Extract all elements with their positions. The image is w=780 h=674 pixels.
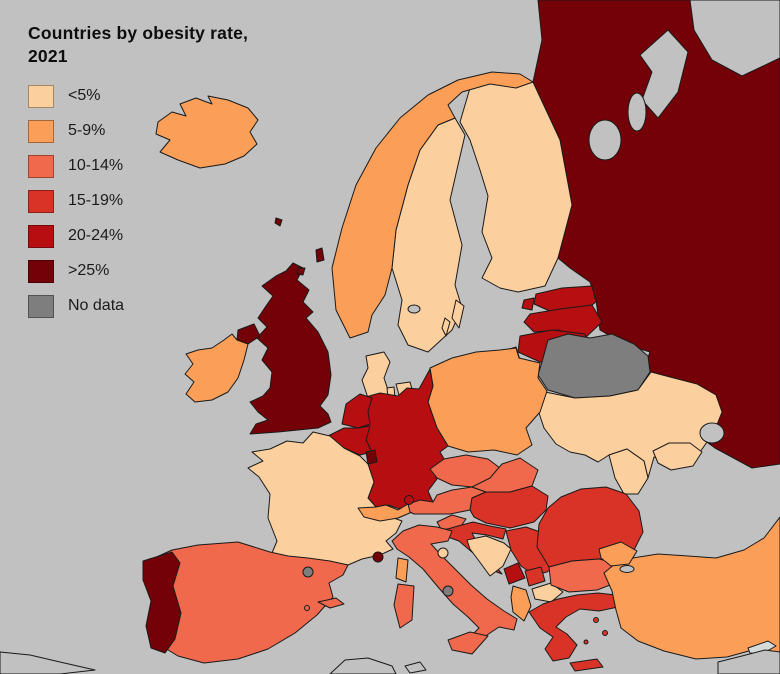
island-sicily [447, 631, 489, 655]
legend-swatch-nodata [28, 294, 54, 318]
country-north-macedonia [531, 582, 564, 603]
legend-item-20-24: 20-24% [28, 224, 124, 248]
island-sardinia [393, 583, 415, 629]
region-northern-ireland [236, 323, 261, 345]
africa-morocco-coast [0, 651, 96, 674]
country-bosnia [466, 535, 512, 577]
island-oland [441, 317, 451, 337]
island-aegean-1 [593, 617, 599, 623]
country-moldova [608, 448, 649, 495]
map-title-line2: 2021 [28, 46, 68, 66]
country-portugal [142, 551, 182, 654]
map-title: Countries by obesity rate, 2021 [28, 22, 248, 68]
lake-vanern [407, 304, 421, 314]
microstate-monaco [372, 551, 384, 563]
sea-of-azov [699, 422, 725, 444]
legend: <5% 5-9% 10-14% 15-19% 20-24% >25% No da… [28, 84, 124, 329]
legend-label-nodata: No data [68, 297, 125, 314]
legend-label-10-14: 10-14% [68, 157, 124, 174]
lake-ladoga [588, 119, 622, 161]
country-poland [427, 347, 548, 456]
country-belarus [537, 333, 651, 399]
country-albania [510, 585, 532, 622]
legend-label-20-24: 20-24% [68, 227, 124, 244]
legend-item-10-14: 10-14% [28, 154, 124, 178]
legend-label-lt5: <5% [68, 87, 101, 104]
country-montenegro [503, 562, 526, 585]
legend-label-15-19: 15-19% [68, 192, 124, 209]
country-greece [528, 592, 619, 662]
region-crimea [652, 442, 703, 471]
legend-label-gt25: >25% [68, 262, 110, 279]
island-faroe [274, 217, 283, 227]
island-aegean-2 [602, 630, 608, 636]
legend-item-5-9: 5-9% [28, 119, 124, 143]
island-crete [569, 658, 604, 672]
microstate-vatican [442, 585, 454, 597]
levant-coast [717, 649, 780, 674]
country-hungary [469, 485, 549, 529]
sea-of-marmara [619, 565, 635, 573]
microstate-san-marino [437, 547, 449, 559]
region-east-thrace [598, 541, 638, 567]
microstate-andorra [302, 566, 314, 578]
legend-swatch-lt5 [28, 84, 54, 108]
island-shetland [315, 247, 325, 263]
microstate-liechtenstein [404, 495, 414, 505]
country-turkey [603, 516, 780, 660]
white-sea [639, 29, 689, 119]
country-luxembourg [365, 449, 378, 465]
island-aegean-3 [583, 639, 589, 645]
country-iceland [155, 95, 259, 169]
island-malta-outline [404, 661, 427, 674]
island-gotland [451, 299, 465, 329]
map-title-line1: Countries by obesity rate, [28, 23, 249, 43]
country-norway [331, 71, 534, 339]
island-saaremaa [521, 297, 535, 311]
lake-onega [627, 92, 647, 132]
legend-label-5-9: 5-9% [68, 122, 106, 139]
legend-item-nodata: No data [28, 294, 124, 318]
legend-swatch-20-24 [28, 224, 54, 248]
legend-item-gt25: >25% [28, 259, 124, 283]
legend-swatch-gt25 [28, 259, 54, 283]
legend-item-lt5: <5% [28, 84, 124, 108]
country-uk [249, 262, 332, 435]
country-ireland [184, 333, 249, 403]
legend-item-15-19: 15-19% [28, 189, 124, 213]
country-cyprus [747, 640, 777, 655]
island-mallorca [317, 597, 345, 609]
legend-swatch-15-19 [28, 189, 54, 213]
country-france [247, 431, 403, 566]
legend-swatch-5-9 [28, 119, 54, 143]
africa-tunisia-coast [329, 657, 397, 674]
country-italy [391, 524, 518, 649]
island-corsica [395, 557, 409, 583]
country-kosovo [524, 566, 546, 587]
legend-swatch-10-14 [28, 154, 54, 178]
island-orkney [296, 267, 306, 276]
barents-sea [689, 0, 780, 77]
island-ibiza [304, 605, 310, 611]
